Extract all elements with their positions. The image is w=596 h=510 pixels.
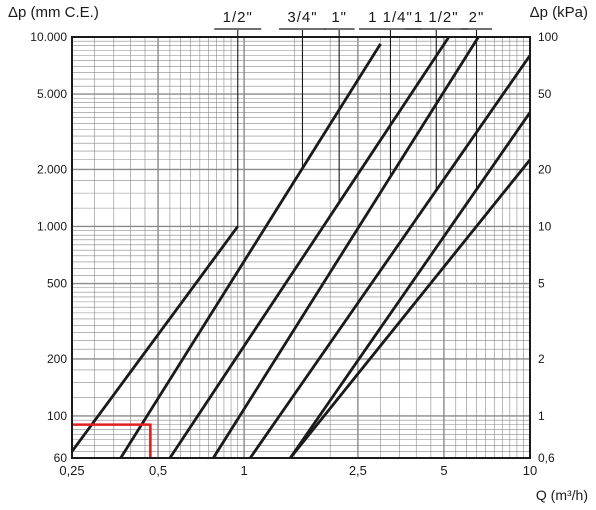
x-tick-label: 1 — [241, 463, 248, 478]
size-label-6: 2" — [469, 9, 485, 26]
series-lines — [70, 36, 532, 459]
series-line-2 — [119, 43, 382, 459]
y-tick-label-right: 50 — [538, 87, 552, 101]
series-line-7 — [289, 158, 532, 459]
y-axis-label-right: Δp (kPa) — [530, 4, 588, 21]
y-tick-label-right: 0,6 — [538, 451, 555, 465]
y-tick-label-left: 2.000 — [37, 162, 67, 176]
y-tick-label-left: 200 — [47, 352, 67, 366]
y-tick-label-right: 5 — [538, 277, 545, 291]
plot-frame — [71, 36, 531, 459]
size-markers: 1/2" 3/4" 1" 1 1/4" 1 1/2" 2" — [214, 9, 493, 227]
example-marker-line — [72, 423, 152, 458]
x-tick-label: 0,25 — [59, 463, 84, 478]
size-label-2: 3/4" — [287, 9, 317, 26]
series-line-5 — [249, 54, 532, 459]
y-tick-label-right: 1 — [538, 409, 545, 423]
y-tick-label-right: 2 — [538, 352, 545, 366]
size-label-5: 1 1/2" — [414, 9, 459, 26]
series-line-6 — [289, 111, 532, 459]
x-tick-label: 10 — [523, 463, 537, 478]
y-tick-label-left: 1.000 — [37, 219, 67, 233]
series-line-4 — [212, 36, 480, 459]
y-tick-label-left: 5.000 — [37, 87, 67, 101]
tick-labels: 0,25 0,5 1 2,5 5 10 60 100 200 500 1.000 2.000 5.000… — [30, 30, 558, 478]
x-tick-label: 0,5 — [149, 463, 167, 478]
series-line-1 — [70, 225, 239, 453]
grid — [71, 36, 531, 459]
y-axis-label-left: Δp (mm C.E.) — [8, 4, 99, 21]
size-label-4: 1 1/4" — [368, 9, 413, 26]
x-tick-label: 5 — [440, 463, 447, 478]
x-axis-label: Q (m³/h) — [536, 487, 588, 503]
x-tick-label: 2,5 — [349, 463, 367, 478]
y-tick-label-left: 10.000 — [30, 30, 67, 44]
y-tick-label-right: 20 — [538, 162, 552, 176]
size-label-1: 1/2" — [223, 9, 253, 26]
size-label-3: 1" — [331, 9, 347, 26]
y-tick-label-left: 100 — [47, 409, 67, 423]
example-marker — [72, 423, 152, 458]
y-tick-label-right: 100 — [538, 30, 558, 44]
y-tick-label-left: 60 — [54, 451, 68, 465]
y-tick-label-right: 10 — [538, 219, 552, 233]
y-tick-label-left: 500 — [47, 277, 67, 291]
series-line-3 — [168, 36, 450, 459]
